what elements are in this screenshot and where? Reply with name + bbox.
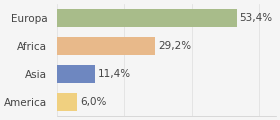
Bar [57,93,77,111]
Text: 11,4%: 11,4% [98,69,131,79]
Bar [57,65,95,83]
Bar [57,37,155,55]
Bar [57,9,237,27]
Text: 6,0%: 6,0% [80,97,106,107]
Text: 29,2%: 29,2% [158,41,191,51]
Text: 53,4%: 53,4% [239,13,273,23]
